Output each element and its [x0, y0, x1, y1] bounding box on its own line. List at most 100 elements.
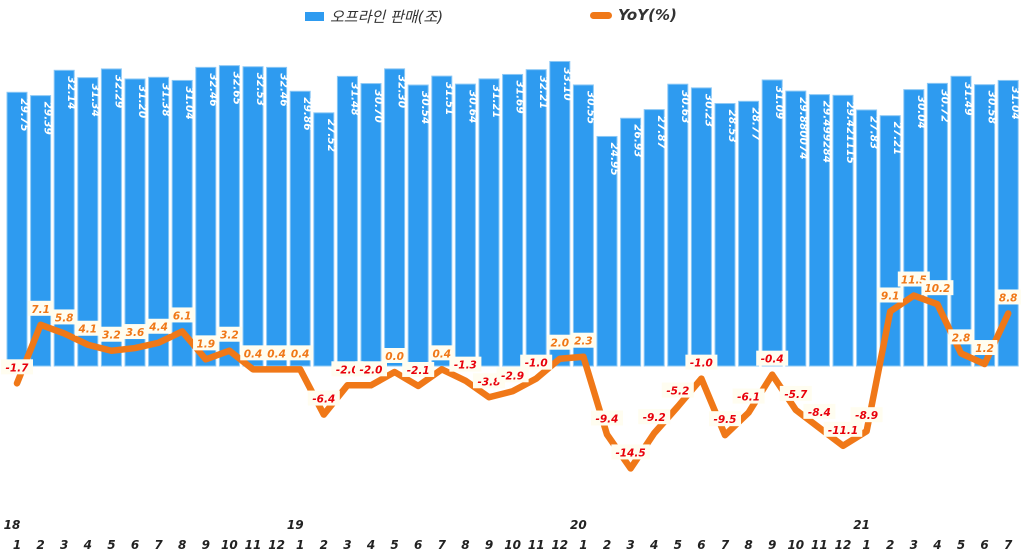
- x-tick-label: 9: [768, 538, 776, 552]
- bar: [124, 78, 146, 367]
- yoy-value-label: -6.1: [737, 392, 760, 404]
- bar: [808, 94, 830, 367]
- bar: [266, 66, 288, 367]
- yoy-value-label: -5.2: [666, 386, 689, 398]
- bar-value-label: 29.75: [18, 98, 30, 131]
- bar-value-label: 27.21: [891, 122, 903, 155]
- x-tick-label: 10: [221, 538, 238, 552]
- yoy-label-box: [145, 318, 172, 334]
- yoy-value-label: 0.0: [385, 351, 404, 363]
- bar: [6, 91, 28, 367]
- yoy-label-box: [169, 307, 195, 323]
- x-tick-label: 4: [366, 538, 375, 552]
- year-label: 20: [570, 518, 587, 532]
- yoy-value-label: 6.1: [173, 310, 192, 322]
- x-tick-label: 5: [957, 538, 965, 552]
- yoy-value-label: 4.4: [148, 322, 168, 334]
- x-tick-label: 3: [60, 538, 68, 552]
- bar-value-label: 31.51: [443, 82, 455, 115]
- legend-item-yoy: YoY(%): [590, 6, 677, 24]
- yoy-label-box: [638, 409, 671, 425]
- yoy-label-box: [381, 348, 408, 363]
- bar-value-label: 32.21: [537, 76, 549, 109]
- yoy-value-label: 3.2: [220, 330, 239, 342]
- x-tick-label: 5: [390, 538, 398, 552]
- bar: [289, 90, 311, 367]
- yoy-label-box: [287, 345, 313, 361]
- yoy-value-label: -2.1: [407, 365, 430, 377]
- bar-value-label: 31.04: [183, 86, 195, 119]
- legend-label-offline-sales: 오프라인 판매(조): [330, 8, 444, 26]
- yoy-label-box: [685, 354, 718, 370]
- legend-label-yoy: YoY(%): [618, 6, 677, 24]
- yoy-label-box: [520, 354, 553, 370]
- x-tick-label: 11: [811, 538, 828, 552]
- bar: [643, 109, 665, 367]
- bar: [856, 109, 878, 367]
- x-tick-label: 3: [626, 538, 634, 552]
- yoy-value-label: -11.1: [828, 425, 858, 437]
- x-tick-label: 12: [551, 538, 568, 552]
- x-tick-label: 5: [107, 538, 115, 552]
- bar: [218, 65, 240, 367]
- yoy-label-box: [732, 388, 765, 404]
- yoy-value-label: -2.9: [501, 370, 524, 382]
- yoy-label-box: [850, 407, 883, 423]
- yoy-value-label: 0.4: [244, 348, 263, 360]
- x-tick-label: 7: [1004, 538, 1013, 552]
- bar: [502, 73, 524, 367]
- yoy-value-label: -3.8: [478, 376, 501, 388]
- x-tick-label: 12: [835, 538, 852, 552]
- yoy-value-label: 4.1: [77, 324, 97, 336]
- bar: [950, 75, 972, 367]
- bar-value-label: 32.46: [207, 73, 219, 106]
- bar: [903, 89, 925, 367]
- legend-swatch-line: [590, 11, 612, 19]
- bar-value-label: 27.87: [655, 116, 667, 150]
- x-tick-label: 7: [438, 538, 447, 552]
- yoy-label-box: [921, 280, 954, 296]
- bar: [30, 95, 52, 367]
- yoy-label-box: [803, 403, 836, 419]
- yoy-value-label: 0.4: [291, 348, 310, 360]
- bar-value-label: 30.23: [702, 94, 714, 127]
- bar: [761, 79, 783, 367]
- yoy-value-label: -8.4: [808, 407, 831, 419]
- bar: [926, 82, 948, 367]
- x-tick-label: 11: [528, 538, 545, 552]
- yoy-value-label: -1.7: [6, 362, 30, 374]
- bar: [195, 66, 217, 367]
- bar: [431, 75, 453, 367]
- bar-value-label: 31.09: [773, 86, 785, 119]
- yoy-value-label: -6.4: [312, 394, 335, 406]
- bar: [738, 100, 760, 367]
- bar: [714, 103, 736, 367]
- yoy-label-box: [823, 421, 863, 437]
- bar-value-label: 30.72: [938, 89, 950, 122]
- bar-value-label: 30.58: [986, 91, 998, 124]
- yoy-value-label: 2.0: [550, 338, 569, 350]
- legend-swatch-bar: [305, 12, 324, 21]
- yoy-label-box: [98, 326, 125, 342]
- bar: [384, 68, 406, 367]
- x-tick-label: 1: [579, 538, 587, 552]
- x-tick-label: 6: [980, 538, 988, 552]
- yoy-label-box: [611, 444, 650, 460]
- yoy-label-box: [995, 289, 1021, 305]
- bar: [77, 77, 99, 367]
- year-label: 21: [853, 518, 870, 532]
- bar: [407, 84, 429, 367]
- yoy-label-box: [429, 345, 455, 361]
- x-tick-label: 1: [296, 538, 304, 552]
- yoy-label-box: [661, 382, 694, 398]
- x-tick-label: 6: [697, 538, 705, 552]
- x-tick-label: 7: [721, 538, 730, 552]
- x-tick-label: 10: [504, 538, 521, 552]
- yoy-label-box: [756, 350, 789, 366]
- bar-value-label: 31.69: [514, 80, 526, 113]
- yoy-label-box: [51, 309, 77, 325]
- bar-value-label: 31.49: [962, 82, 974, 115]
- bar-value-label: 27.52: [325, 119, 337, 152]
- yoy-label-box: [709, 411, 741, 427]
